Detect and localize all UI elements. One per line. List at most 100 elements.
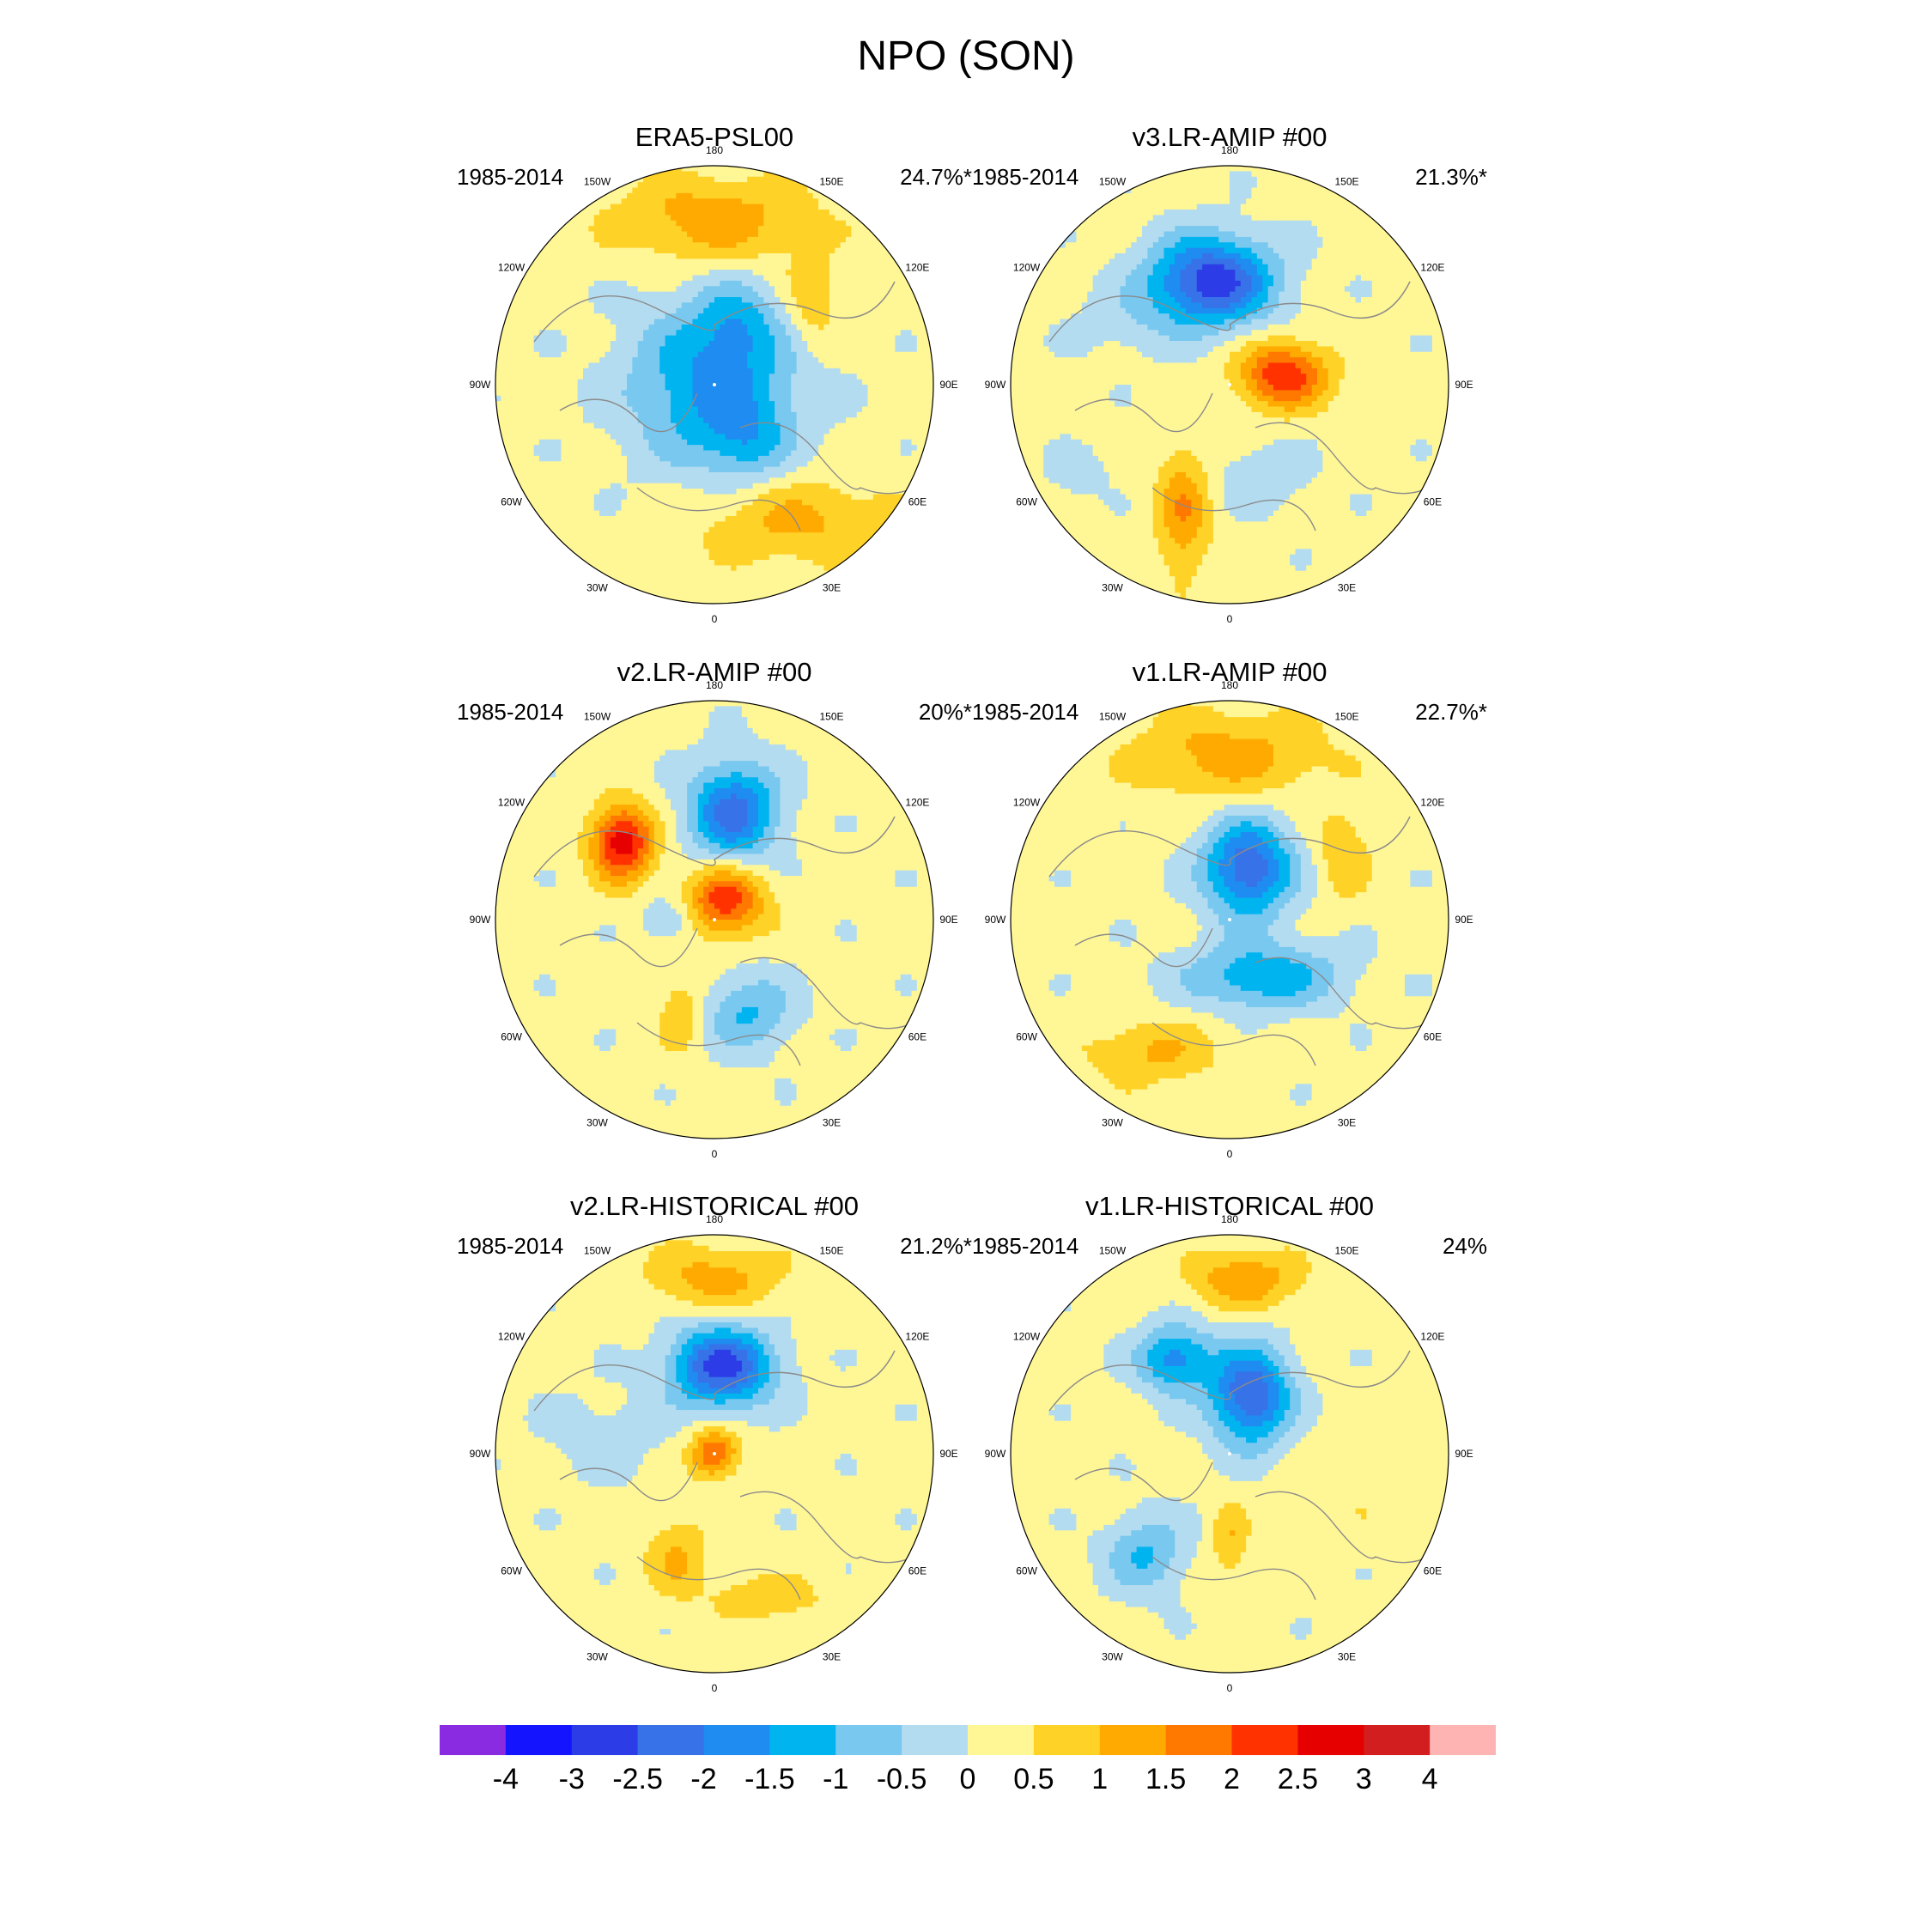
colorbar-tick-label: -1 xyxy=(823,1762,848,1796)
panel-variance: 20%* xyxy=(919,699,972,725)
map-boundary xyxy=(495,165,934,605)
north-pole-marker xyxy=(1228,1452,1231,1455)
longitude-label: 180 xyxy=(1221,144,1238,156)
longitude-label: 60W xyxy=(1016,496,1037,508)
longitude-label: 30W xyxy=(1102,1116,1123,1128)
longitude-label: 0 xyxy=(712,1682,718,1694)
longitude-label: 90E xyxy=(939,914,957,926)
map-panel-era5: ERA5-PSL00 1985-2014 24.7%* 180 150E 120E 9… xyxy=(457,122,972,642)
map-panel-v2-amip: v2.LR-AMIP #00 1985-2014 20%* 180 150E 120… xyxy=(457,657,972,1177)
colorbar-swatch xyxy=(440,1725,507,1755)
longitude-label: 150W xyxy=(584,1245,611,1257)
longitude-label: 120W xyxy=(498,797,526,809)
longitude-label: 120E xyxy=(1420,1331,1444,1343)
longitude-label: 180 xyxy=(706,679,723,691)
polar-map: 180 150E 120E 90E 60E 30E 0 30W 60W 90W 120W 150W xyxy=(985,144,1473,625)
longitude-label: 150E xyxy=(819,176,843,188)
longitude-label: 0 xyxy=(1227,1148,1233,1160)
longitude-label: 90E xyxy=(1455,914,1473,926)
north-pole-marker xyxy=(713,1452,716,1455)
longitude-label: 120W xyxy=(1013,797,1041,809)
longitude-label: 30E xyxy=(1338,1650,1356,1662)
longitude-label: 90E xyxy=(1455,379,1473,391)
panel-variance: 22.7%* xyxy=(1415,699,1487,725)
colorbar-tick-label: -2.5 xyxy=(612,1762,663,1796)
panel-variance: 21.3%* xyxy=(1415,164,1487,190)
longitude-label: 30W xyxy=(1102,581,1123,593)
colorbar-swatch xyxy=(835,1725,902,1755)
polar-map: 180 150E 120E 90E 60E 30E 0 30W 60W 90W 120W 150W xyxy=(470,144,958,625)
longitude-label: 120E xyxy=(1420,262,1444,274)
panel-title: ERA5-PSL00 xyxy=(457,122,972,153)
map-panel-v2-historical: v2.LR-HISTORICAL #00 1985-2014 21.2%* 18… xyxy=(457,1191,972,1711)
panel-title: v2.LR-AMIP #00 xyxy=(457,657,972,688)
longitude-label: 60E xyxy=(908,1565,927,1577)
panel-title: v1.LR-AMIP #00 xyxy=(972,657,1487,688)
colorbar-swatch xyxy=(1364,1725,1431,1755)
map-boundary xyxy=(1010,700,1449,1139)
longitude-label: 180 xyxy=(1221,1213,1238,1225)
longitude-label: 90W xyxy=(470,914,491,926)
colorbar-swatch xyxy=(1099,1725,1167,1755)
longitude-label: 150E xyxy=(1334,176,1358,188)
longitude-label: 90W xyxy=(470,1448,491,1460)
map-panel-v1-amip: v1.LR-AMIP #00 1985-2014 22.7%* 180 150E 1… xyxy=(972,657,1487,1177)
longitude-label: 90W xyxy=(985,1448,1006,1460)
longitude-label: 120W xyxy=(1013,262,1041,274)
longitude-label: 90W xyxy=(470,379,491,391)
longitude-label: 120W xyxy=(1013,1331,1041,1343)
longitude-label: 30E xyxy=(1338,1116,1356,1128)
longitude-label: 30E xyxy=(823,581,841,593)
longitude-label: 60E xyxy=(1424,496,1442,508)
longitude-label: 90W xyxy=(985,379,1006,391)
colorbar-tick-label: -0.5 xyxy=(877,1762,927,1796)
longitude-label: 60W xyxy=(501,1031,522,1043)
coastline xyxy=(533,281,933,532)
north-pole-marker xyxy=(713,383,716,386)
colorbar-swatch xyxy=(902,1725,969,1755)
longitude-label: 150E xyxy=(1334,711,1358,723)
longitude-label: 0 xyxy=(1227,1682,1233,1694)
colorbar-tick-label: 3 xyxy=(1356,1762,1372,1796)
longitude-label: 60W xyxy=(1016,1031,1037,1043)
colorbar-tick-label: 1 xyxy=(1091,1762,1108,1796)
map-boundary xyxy=(495,700,934,1139)
panel-title: v3.LR-AMIP #00 xyxy=(972,122,1487,153)
longitude-label: 60E xyxy=(908,1031,927,1043)
colorbar-swatch xyxy=(1231,1725,1298,1755)
map-panel-v3-amip: v3.LR-AMIP #00 1985-2014 21.3%* 180 150E 1… xyxy=(972,122,1487,642)
longitude-label: 90W xyxy=(985,914,1006,926)
longitude-label: 120E xyxy=(1420,797,1444,809)
longitude-label: 180 xyxy=(1221,679,1238,691)
colorbar-tick-label: -2 xyxy=(690,1762,716,1796)
longitude-label: 90E xyxy=(1455,1448,1473,1460)
panel-period: 1985-2014 xyxy=(457,164,563,190)
colorbar-swatch xyxy=(1430,1725,1496,1755)
colorbar xyxy=(440,1725,1496,1755)
longitude-label: 120E xyxy=(905,262,929,274)
map-boundary xyxy=(1010,165,1449,605)
longitude-label: 180 xyxy=(706,1213,723,1225)
panel-variance: 24% xyxy=(1443,1233,1487,1259)
longitude-label: 150W xyxy=(1099,176,1127,188)
colorbar-swatch xyxy=(571,1725,639,1755)
map-panel-v1-historical: v1.LR-HISTORICAL #00 1985-2014 24% 180 15… xyxy=(972,1191,1487,1711)
longitude-label: 180 xyxy=(706,144,723,156)
colorbar-tick-label: 4 xyxy=(1422,1762,1438,1796)
colorbar-tick-label: 1.5 xyxy=(1145,1762,1186,1796)
longitude-label: 30E xyxy=(823,1650,841,1662)
coastline xyxy=(1048,816,1449,1066)
panel-variance: 21.2%* xyxy=(900,1233,972,1259)
colorbar-swatch xyxy=(1033,1725,1101,1755)
north-pole-marker xyxy=(713,918,716,921)
map-boundary xyxy=(1010,1234,1449,1674)
longitude-label: 30E xyxy=(823,1116,841,1128)
colorbar-tick-label: 0 xyxy=(960,1762,976,1796)
map-boundary xyxy=(495,1234,934,1674)
longitude-label: 90E xyxy=(939,379,957,391)
panel-period: 1985-2014 xyxy=(972,164,1078,190)
colorbar-labels: -4 -3 -2.5 -2 -1.5 -1 -0.5 0 0.5 1 1.5 2 2.5 3 4 xyxy=(440,1762,1496,1800)
coastline xyxy=(533,1350,933,1601)
panel-period: 1985-2014 xyxy=(457,1233,563,1259)
coastline xyxy=(1048,1350,1449,1601)
